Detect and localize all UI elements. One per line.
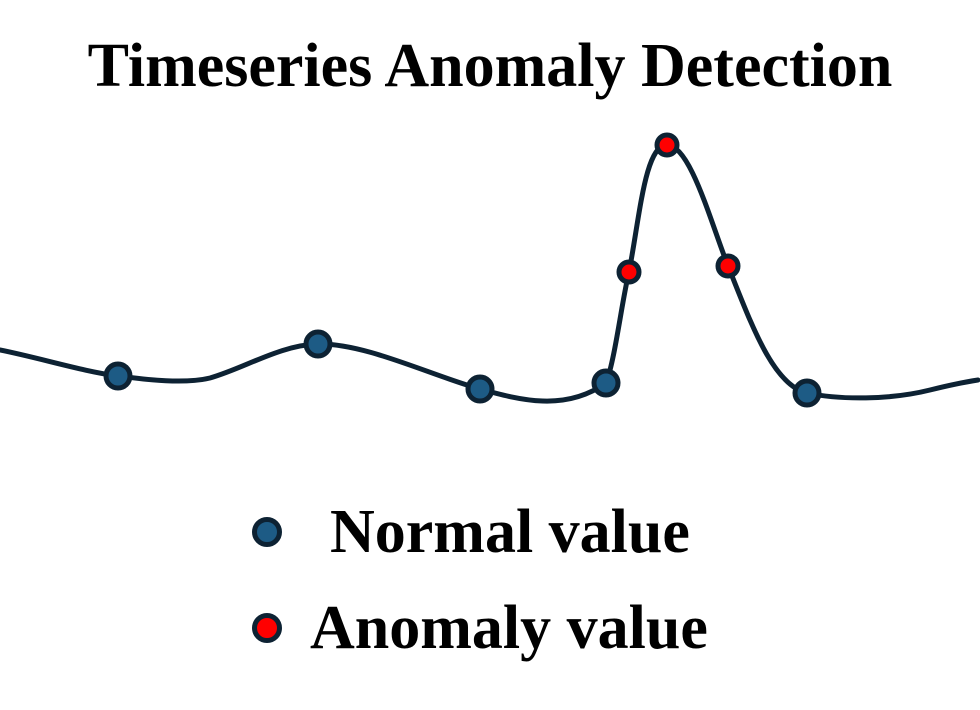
normal-point <box>591 368 621 398</box>
normal-point <box>303 329 333 359</box>
anomaly-point <box>654 132 680 158</box>
legend-label-normal: Normal value <box>330 497 690 566</box>
normal-point <box>792 378 822 408</box>
normal-point <box>465 374 495 404</box>
legend-item-normal: Normal value <box>252 497 690 567</box>
data-points <box>103 132 822 408</box>
anomaly-point <box>715 253 741 279</box>
anomaly-point <box>616 259 642 285</box>
legend-label-anomaly: Anomaly value <box>310 593 708 662</box>
anomaly-value-marker-icon <box>252 613 282 643</box>
normal-value-marker-icon <box>252 517 282 547</box>
timeseries-line <box>0 142 980 404</box>
diagram-title: Timeseries Anomaly Detection <box>87 32 893 100</box>
normal-point <box>103 361 133 391</box>
legend-item-anomaly: Anomaly value <box>252 593 708 663</box>
